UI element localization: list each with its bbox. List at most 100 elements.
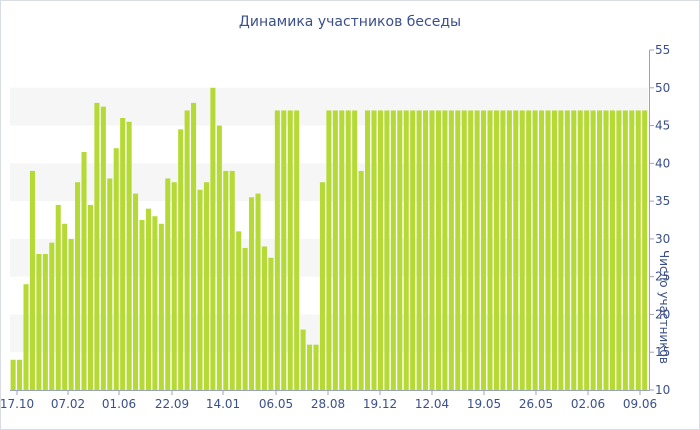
- x-tick-label: 22.09: [155, 397, 189, 411]
- bar: [120, 118, 126, 390]
- bar: [23, 284, 29, 390]
- bar: [10, 359, 16, 390]
- bar: [300, 329, 306, 390]
- bar: [352, 110, 358, 390]
- bar: [242, 247, 248, 390]
- x-tick-label: 02.06: [571, 397, 605, 411]
- bar: [468, 110, 474, 390]
- bar: [442, 110, 448, 390]
- bar: [113, 148, 119, 390]
- bar: [571, 110, 577, 390]
- y-tick-label: 20: [655, 307, 670, 321]
- x-tick-label: 06.05: [259, 397, 293, 411]
- y-tick-label: 35: [655, 194, 670, 208]
- bar: [397, 110, 403, 390]
- bar: [590, 110, 596, 390]
- y-tick-label: 45: [655, 119, 670, 133]
- bar: [506, 110, 512, 390]
- bar: [294, 110, 300, 390]
- bar: [603, 110, 609, 390]
- y-tick-label: 30: [655, 232, 670, 246]
- bar: [493, 110, 499, 390]
- bar: [152, 216, 158, 390]
- bar: [274, 110, 280, 390]
- bar: [36, 254, 42, 390]
- bar: [17, 359, 23, 390]
- x-tick-label: 17.10: [0, 397, 34, 411]
- x-tick-label: 12.04: [415, 397, 449, 411]
- bar: [551, 110, 557, 390]
- bar: [532, 110, 538, 390]
- bar: [410, 110, 416, 390]
- bar: [261, 246, 267, 390]
- bar: [448, 110, 454, 390]
- bar: [191, 102, 197, 390]
- bar: [197, 189, 203, 390]
- bar: [371, 110, 377, 390]
- bar: [229, 170, 235, 390]
- bar: [481, 110, 487, 390]
- bar: [332, 110, 338, 390]
- x-tick-label: 09.06: [623, 397, 657, 411]
- bar: [616, 110, 622, 390]
- bar: [577, 110, 583, 390]
- bar: [377, 110, 383, 390]
- bar: [171, 182, 177, 390]
- bar: [384, 110, 390, 390]
- bar: [55, 204, 61, 390]
- bar: [307, 344, 313, 390]
- bar: [139, 220, 145, 390]
- chart-title: Динамика участников беседы: [238, 14, 462, 30]
- bar: [609, 110, 615, 390]
- x-tick-label: 07.02: [51, 397, 85, 411]
- bar: [94, 102, 100, 390]
- bar: [339, 110, 345, 390]
- x-tick-label: 26.05: [519, 397, 553, 411]
- x-tick-label: 01.06: [102, 397, 136, 411]
- bar: [216, 125, 222, 391]
- bar: [390, 110, 396, 390]
- y-tick-label: 15: [655, 345, 670, 359]
- bar: [81, 152, 87, 390]
- bar: [75, 182, 81, 390]
- bar: [249, 197, 255, 390]
- bar: [416, 110, 422, 390]
- bar: [133, 193, 139, 390]
- bar: [474, 110, 480, 390]
- x-tick-label: 28.08: [311, 397, 345, 411]
- bar: [500, 110, 506, 390]
- bar: [255, 193, 261, 390]
- bar: [622, 110, 628, 390]
- bar: [210, 87, 216, 391]
- bar: [545, 110, 551, 390]
- bar: [429, 110, 435, 390]
- x-axis-ticks: 17.10 07.02 01.06 22.09 14.01 06.05 28.08 19.12…: [0, 390, 657, 411]
- bar: [158, 223, 164, 390]
- y-tick-label: 50: [655, 81, 670, 95]
- bar: [423, 110, 429, 390]
- y-tick-label: 10: [655, 383, 670, 397]
- bar: [268, 257, 274, 390]
- bar: [184, 110, 190, 390]
- bar: [87, 204, 93, 390]
- bar: [29, 170, 35, 390]
- bar: [345, 110, 351, 390]
- bar: [145, 208, 151, 390]
- bar: [236, 231, 242, 390]
- bar: [635, 110, 641, 390]
- bar: [68, 238, 74, 390]
- y-tick-label: 25: [655, 270, 670, 284]
- bar: [287, 110, 293, 390]
- y-axis-ticks: 10 15 20 25 30 35 40 45 50 55: [649, 43, 670, 397]
- bar: [435, 110, 441, 390]
- bar: [519, 110, 525, 390]
- bar: [100, 106, 106, 391]
- y-tick-label: 40: [655, 156, 670, 170]
- bar: [358, 170, 364, 390]
- bar: [203, 182, 209, 390]
- bar: [487, 110, 493, 390]
- bar: [42, 254, 48, 390]
- bar: [597, 110, 603, 390]
- y-tick-label: 55: [655, 43, 670, 57]
